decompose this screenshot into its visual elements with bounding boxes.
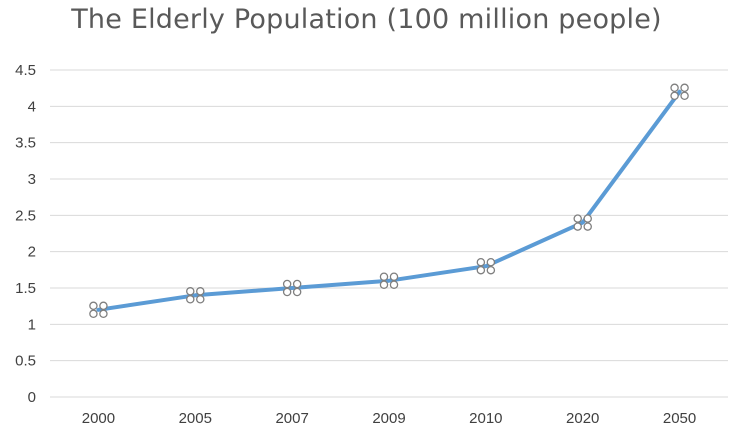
marker-lobe (99, 301, 108, 311)
marker-lobe (89, 301, 98, 311)
marker-lobe (680, 83, 689, 93)
marker-lobe (196, 287, 205, 296)
series-group (96, 89, 682, 312)
marker-lobe (379, 280, 389, 289)
y-tick-label: 0 (28, 389, 36, 406)
marker-lobe (583, 222, 592, 231)
data-point (186, 287, 205, 304)
marker-lobe (196, 295, 205, 304)
marker-lobe (292, 287, 302, 297)
x-tick-label: 2005 (179, 410, 212, 427)
data-point (670, 83, 689, 101)
x-tick-label: 2010 (469, 410, 502, 427)
x-tick-label: 2007 (275, 410, 308, 427)
marker-lobe (282, 279, 292, 289)
y-tick-label: 1 (28, 316, 36, 333)
series-line (96, 89, 682, 312)
marker-lobe (680, 91, 689, 101)
x-tick-label: 2009 (372, 410, 405, 427)
marker-lobe (476, 257, 486, 267)
x-tick-label: 2020 (566, 410, 599, 427)
y-tick-label: 4.5 (15, 62, 36, 79)
y-axis-ticks: 0 0.5 1 1.5 2 2.5 3 3.5 4 4.5 (15, 62, 36, 406)
marker-lobe (186, 287, 195, 296)
chart-title: The Elderly Population (100 million peop… (71, 4, 662, 35)
data-point (282, 279, 302, 297)
data-point (476, 257, 496, 275)
y-tick-label: 1.5 (15, 280, 36, 297)
marker-lobe (573, 222, 582, 231)
marker-lobe (89, 309, 98, 319)
marker-lobe (186, 295, 195, 304)
marker-lobe (670, 83, 679, 93)
marker-lobe (476, 265, 486, 275)
markers-group (89, 83, 689, 319)
data-point (89, 301, 108, 319)
marker-lobe (99, 309, 108, 319)
y-tick-label: 3.5 (15, 135, 36, 152)
marker-lobe (486, 265, 496, 275)
y-tick-label: 4 (28, 98, 36, 115)
marker-lobe (282, 287, 292, 297)
y-tick-label: 3 (28, 171, 36, 188)
marker-lobe (389, 280, 399, 289)
marker-lobe (389, 272, 399, 281)
y-tick-label: 0.5 (15, 353, 36, 370)
data-point (573, 214, 592, 231)
x-tick-label: 2000 (82, 410, 115, 427)
gridlines (50, 69, 728, 398)
marker-lobe (292, 279, 302, 289)
marker-lobe (670, 91, 679, 101)
marker-lobe (486, 257, 496, 267)
y-tick-label: 2 (28, 244, 36, 261)
marker-lobe (583, 214, 592, 223)
marker-lobe (573, 214, 582, 223)
x-tick-label: 2050 (663, 410, 696, 427)
data-point (379, 272, 399, 289)
y-tick-label: 2.5 (15, 207, 36, 224)
x-axis-ticks: 2000 2005 2007 2009 2010 2020 2050 (82, 410, 697, 427)
marker-lobe (379, 272, 389, 281)
